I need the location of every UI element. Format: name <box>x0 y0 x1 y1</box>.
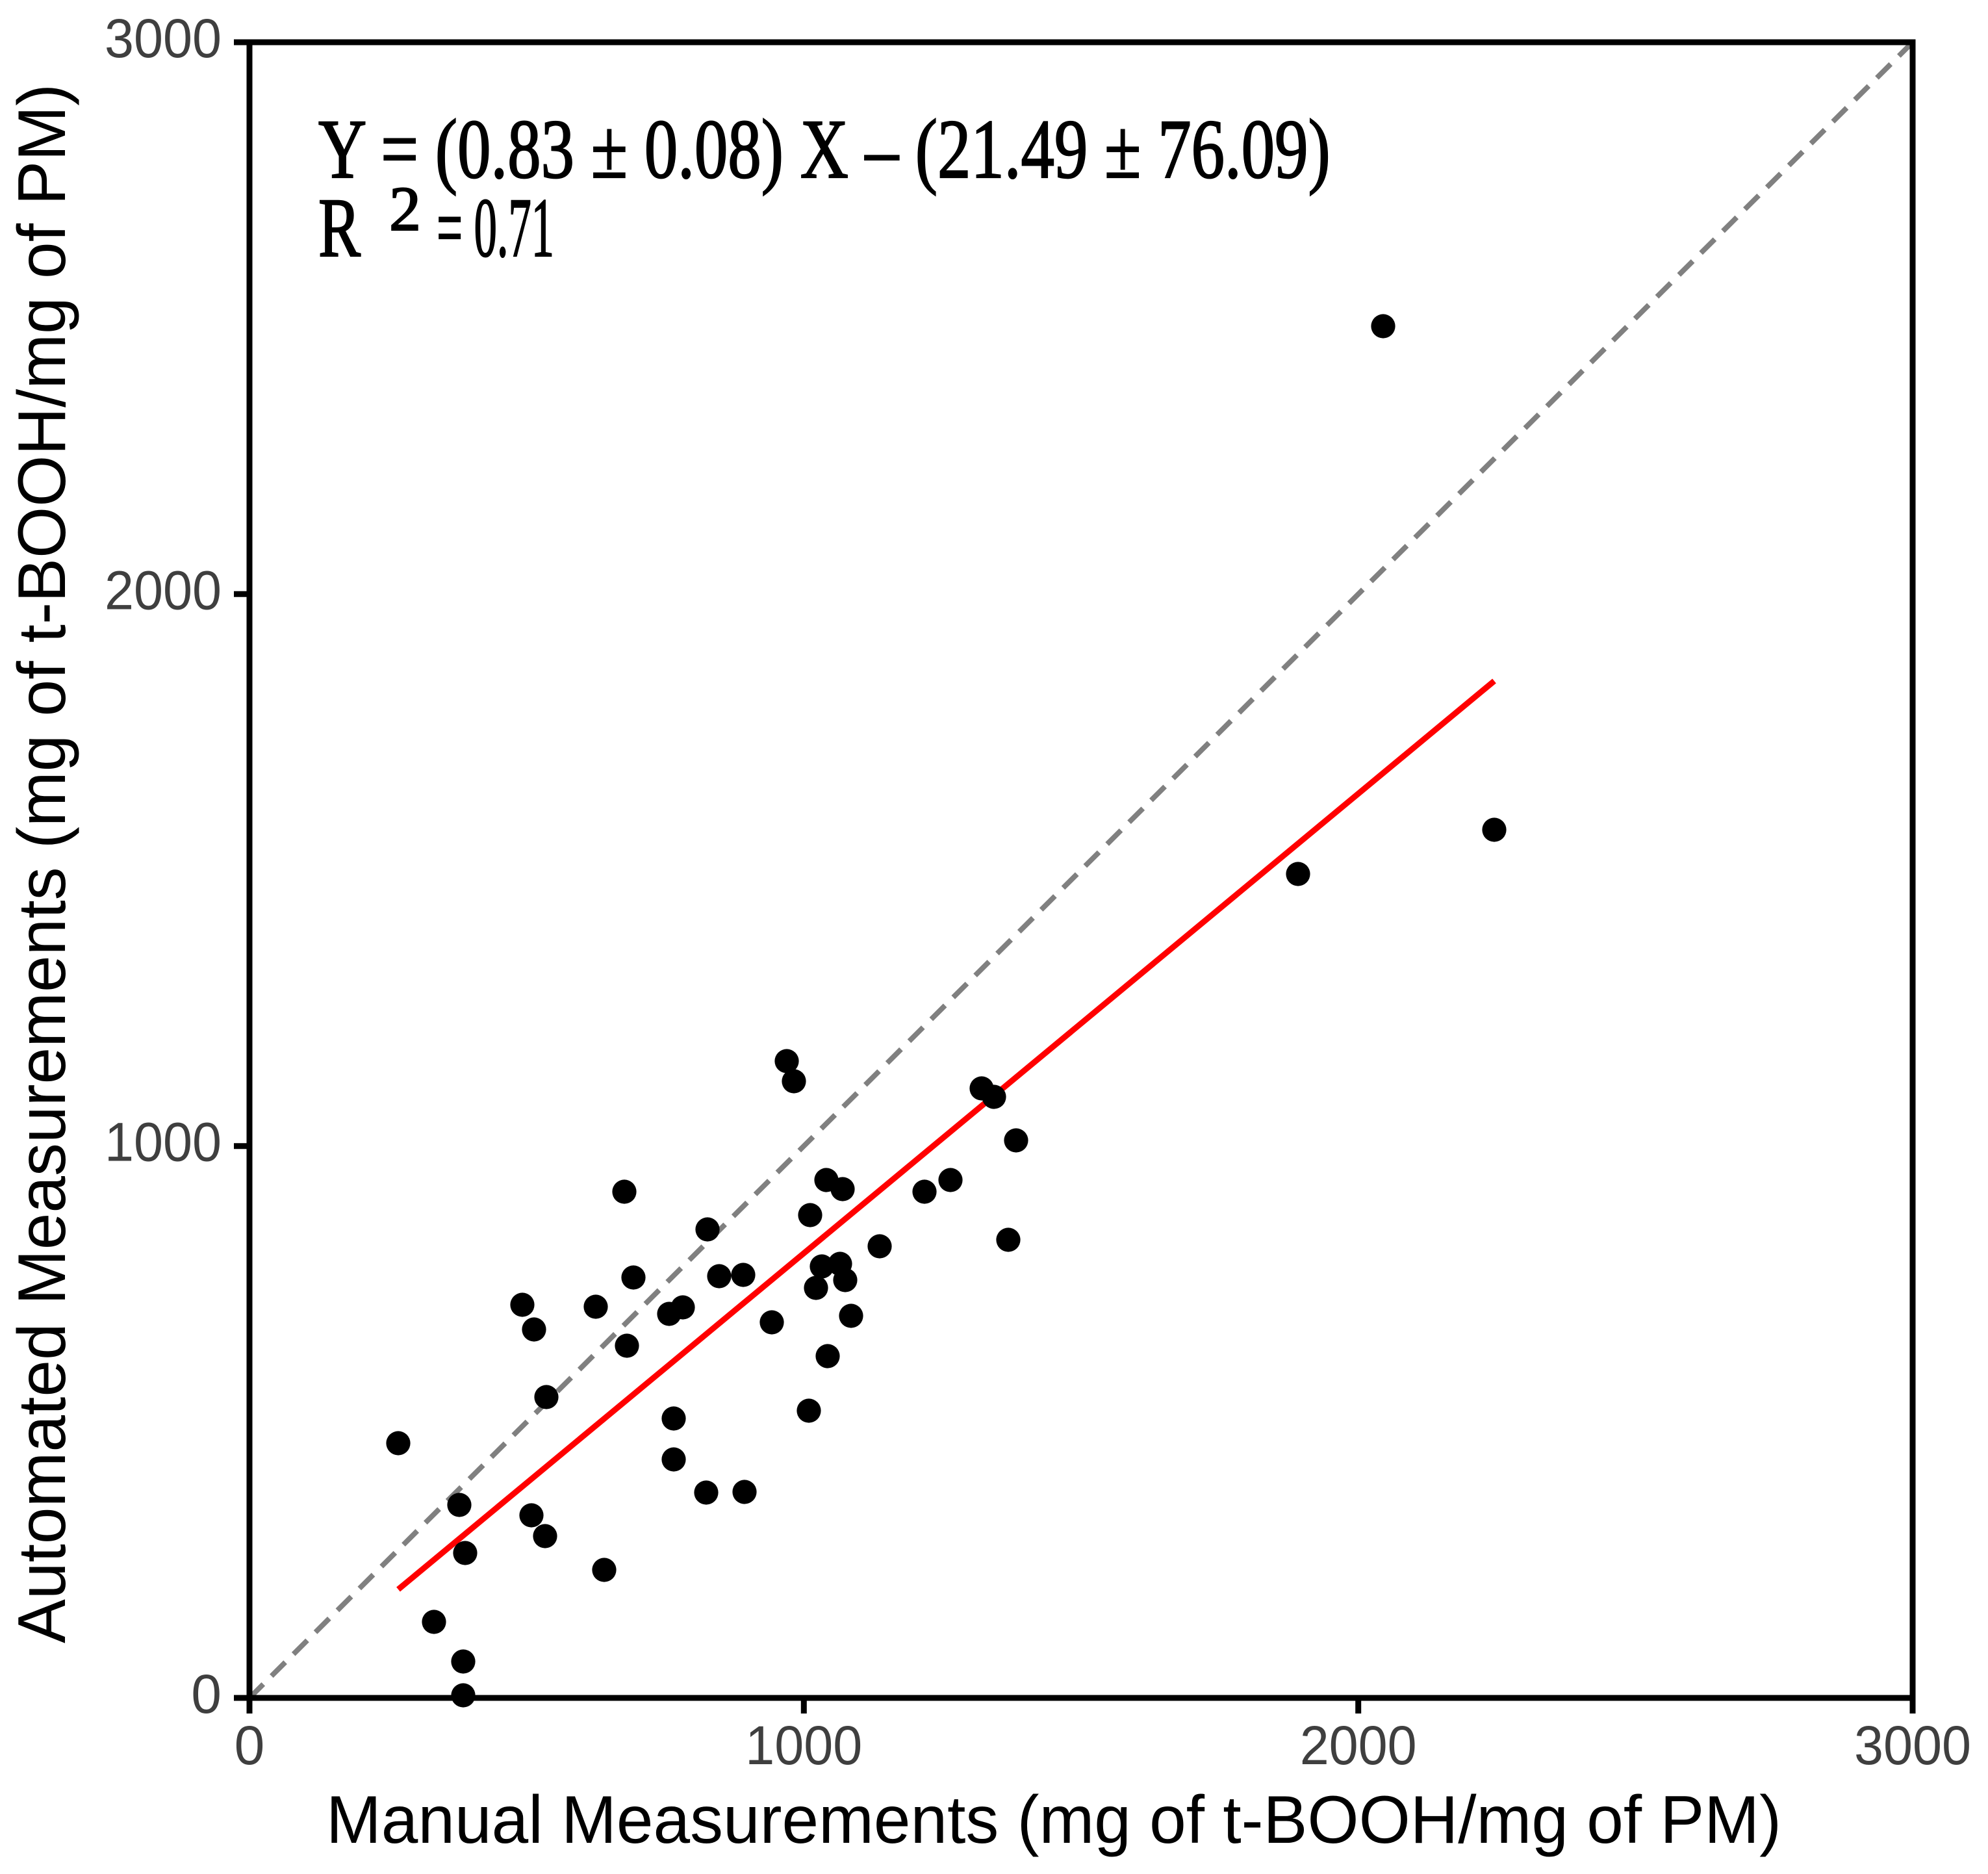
svg-text:0: 0 <box>235 1715 265 1776</box>
svg-text:Y = (0.83 ± 0.08) X – (21.49 ±: Y = (0.83 ± 0.08) X – (21.49 ± 76.09) <box>318 103 1331 196</box>
svg-text:Automated Measurements (mg of: Automated Measurements (mg of t-BOOH/mg … <box>5 84 80 1643</box>
svg-text:3000: 3000 <box>105 8 222 69</box>
svg-text:0: 0 <box>191 1663 222 1725</box>
svg-text:Manual Measurements (mg of t-B: Manual Measurements (mg of t-BOOH/mg of … <box>326 1782 1781 1858</box>
svg-text:2000: 2000 <box>1300 1715 1417 1776</box>
svg-text:1000: 1000 <box>745 1715 862 1776</box>
svg-text:1000: 1000 <box>105 1112 222 1173</box>
svg-text:= 0.71: = 0.71 <box>437 181 554 275</box>
svg-text:2: 2 <box>389 174 421 244</box>
svg-text:2000: 2000 <box>105 559 222 621</box>
svg-text:R: R <box>318 181 361 275</box>
svg-text:3000: 3000 <box>1854 1715 1971 1776</box>
